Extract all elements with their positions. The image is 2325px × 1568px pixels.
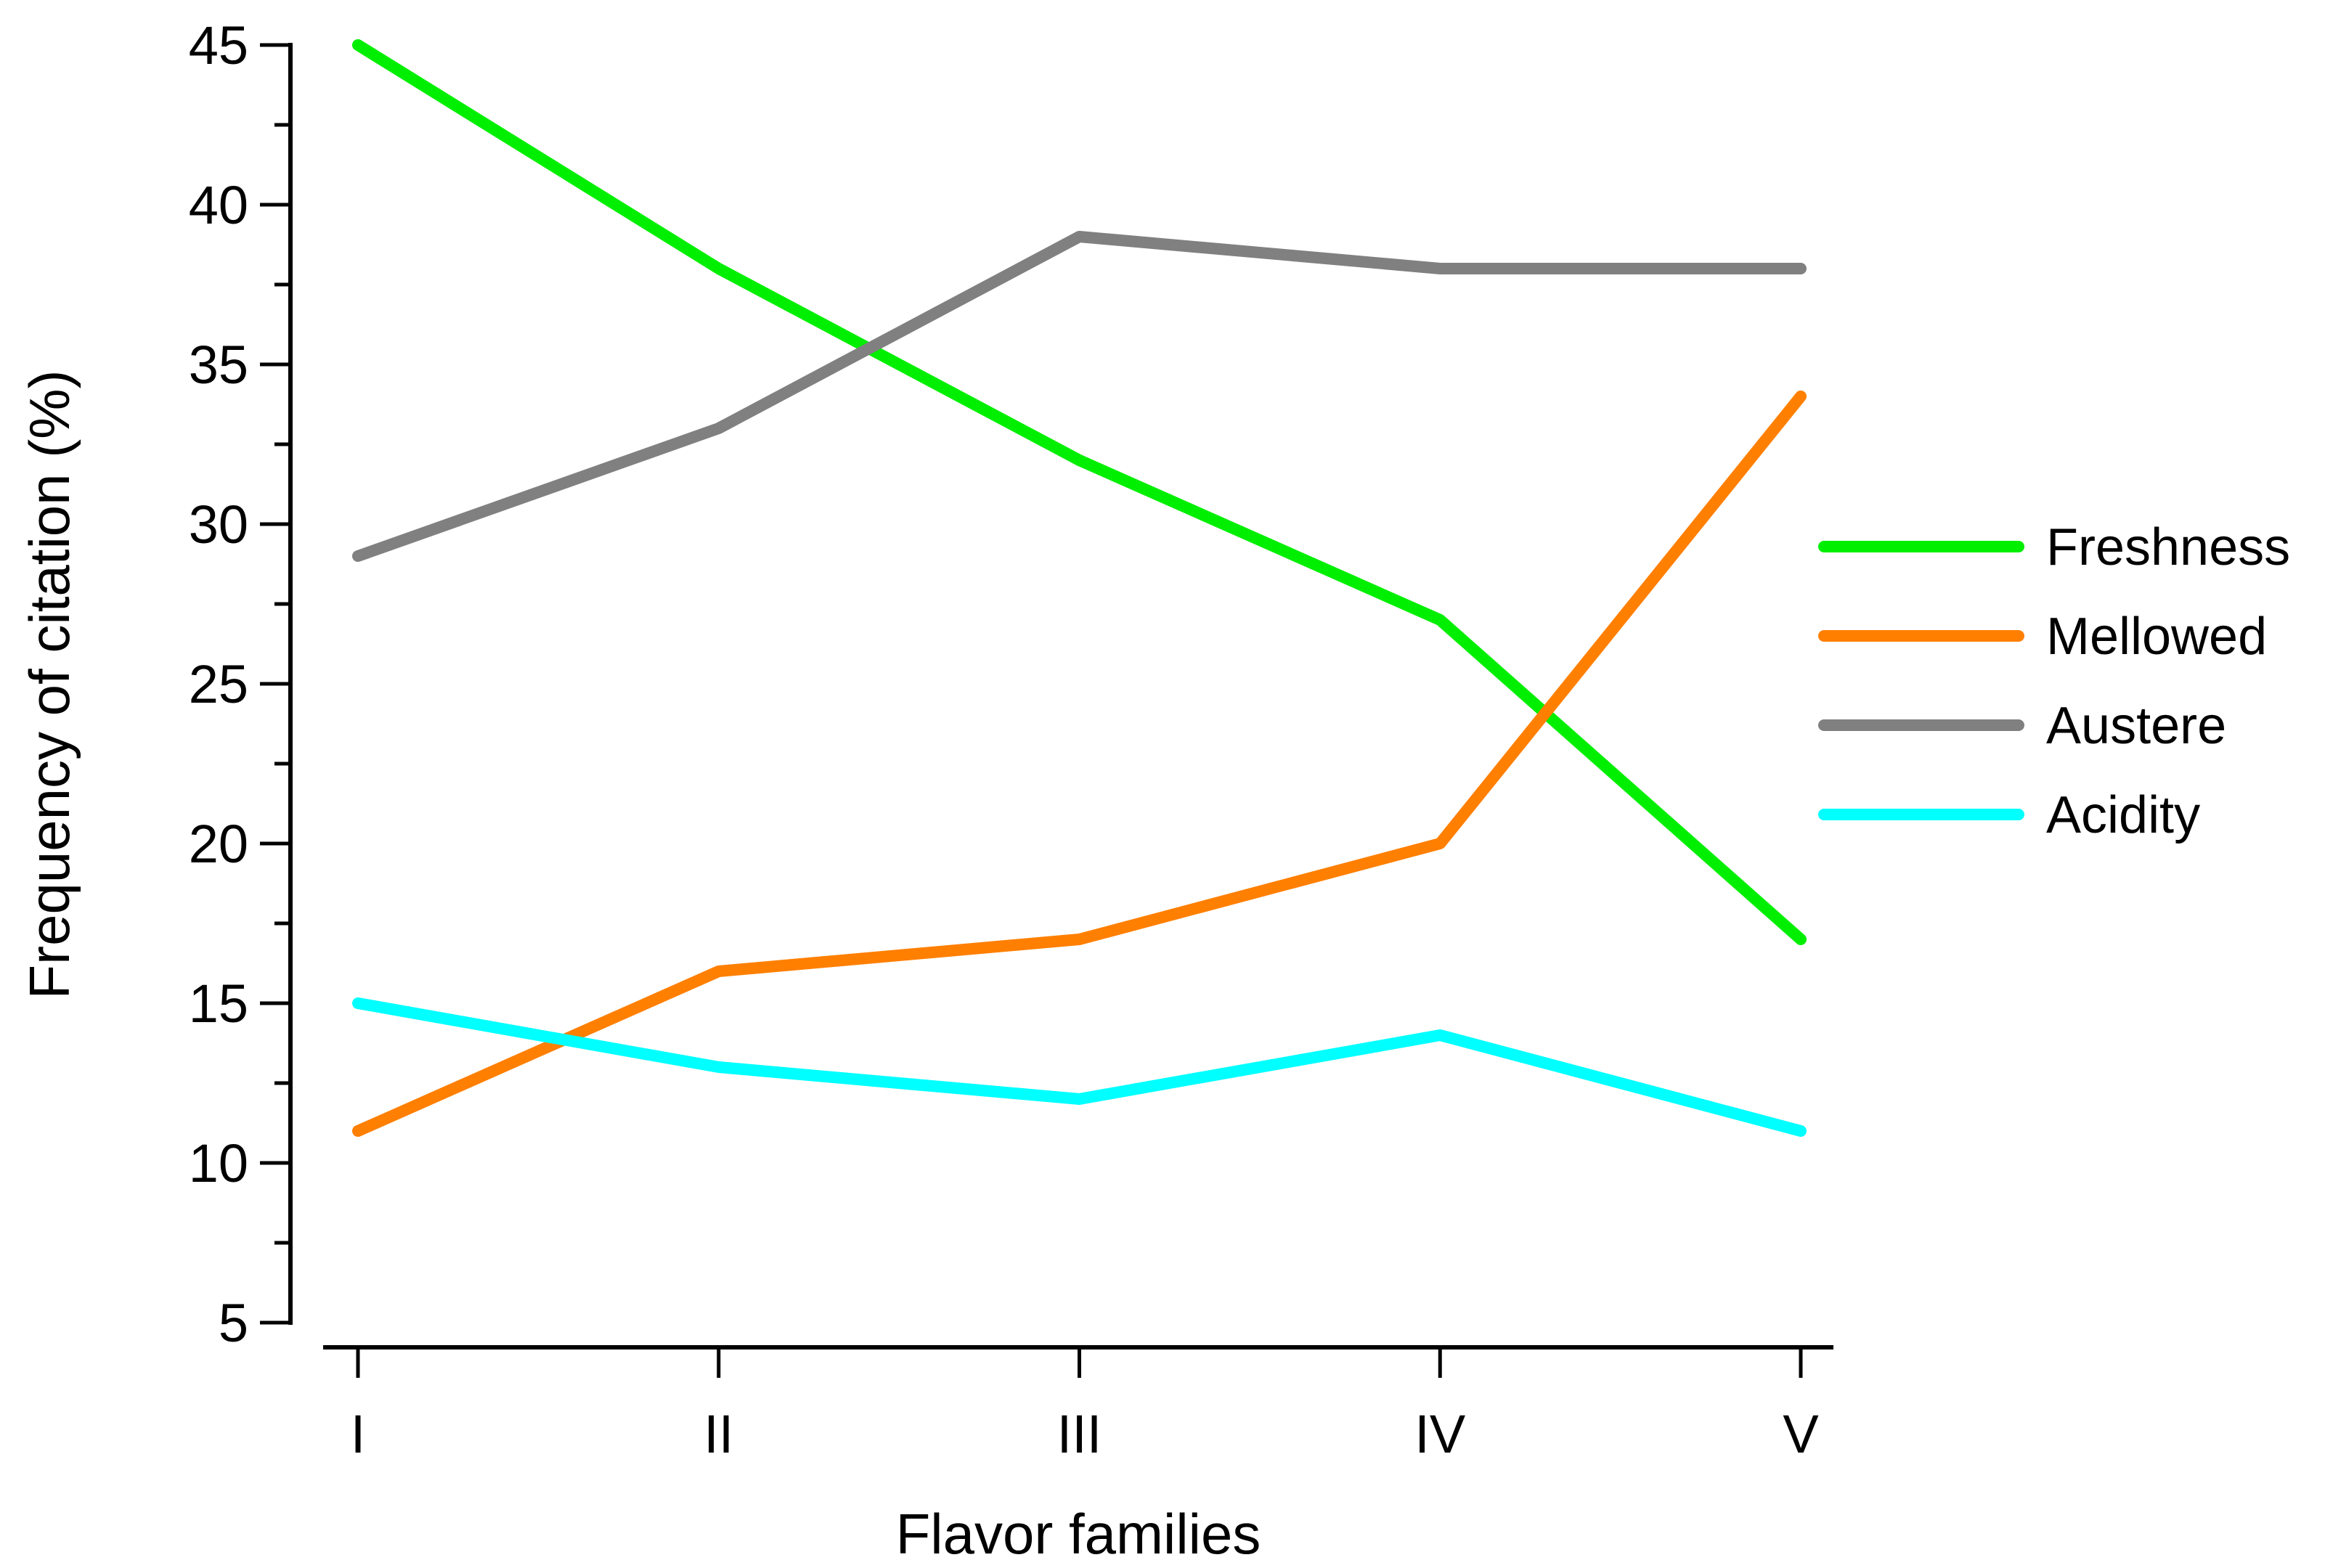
y-axis: 5 10 15 20 25 30 35 40 45 [189,15,293,1353]
x-tick-label: IV [1414,1404,1466,1464]
x-tick-label: II [704,1404,733,1464]
y-tick-label: 15 [189,973,248,1034]
y-tick-label: 25 [189,654,248,714]
x-axis-title: Flavor families [896,1502,1261,1566]
y-tick-label: 35 [189,335,248,395]
series-line-freshness [352,39,1807,945]
x-tick-label: I [351,1404,366,1464]
x-tick-label: V [1783,1404,1819,1464]
legend-item-austere: Austere [1818,697,2226,755]
y-tick-label: 40 [189,175,248,235]
series-line-acidity [352,997,1807,1137]
y-tick-label: 20 [189,814,248,874]
legend-item-mellowed: Mellowed [1818,608,2267,666]
legend-label: Mellowed [2046,608,2267,666]
y-tick-label: 10 [189,1133,248,1193]
legend: Freshness Mellowed Austere Acidity [1818,518,2290,844]
y-tick-label: 30 [189,494,248,555]
legend-label: Acidity [2046,786,2200,844]
x-axis: I II III IV V [323,1345,1833,1464]
legend-item-acidity: Acidity [1818,786,2200,844]
legend-label: Austere [2046,697,2226,755]
series-line-austere [352,231,1807,562]
x-tick-label: III [1057,1404,1102,1464]
y-axis-title: Frequency of citation (%) [17,369,81,999]
series-line-mellowed [352,391,1807,1137]
legend-label: Freshness [2046,518,2290,576]
y-tick-label: 5 [219,1293,248,1353]
legend-item-freshness: Freshness [1818,518,2290,576]
y-tick-label: 45 [189,15,248,75]
series-lines [352,39,1807,1137]
